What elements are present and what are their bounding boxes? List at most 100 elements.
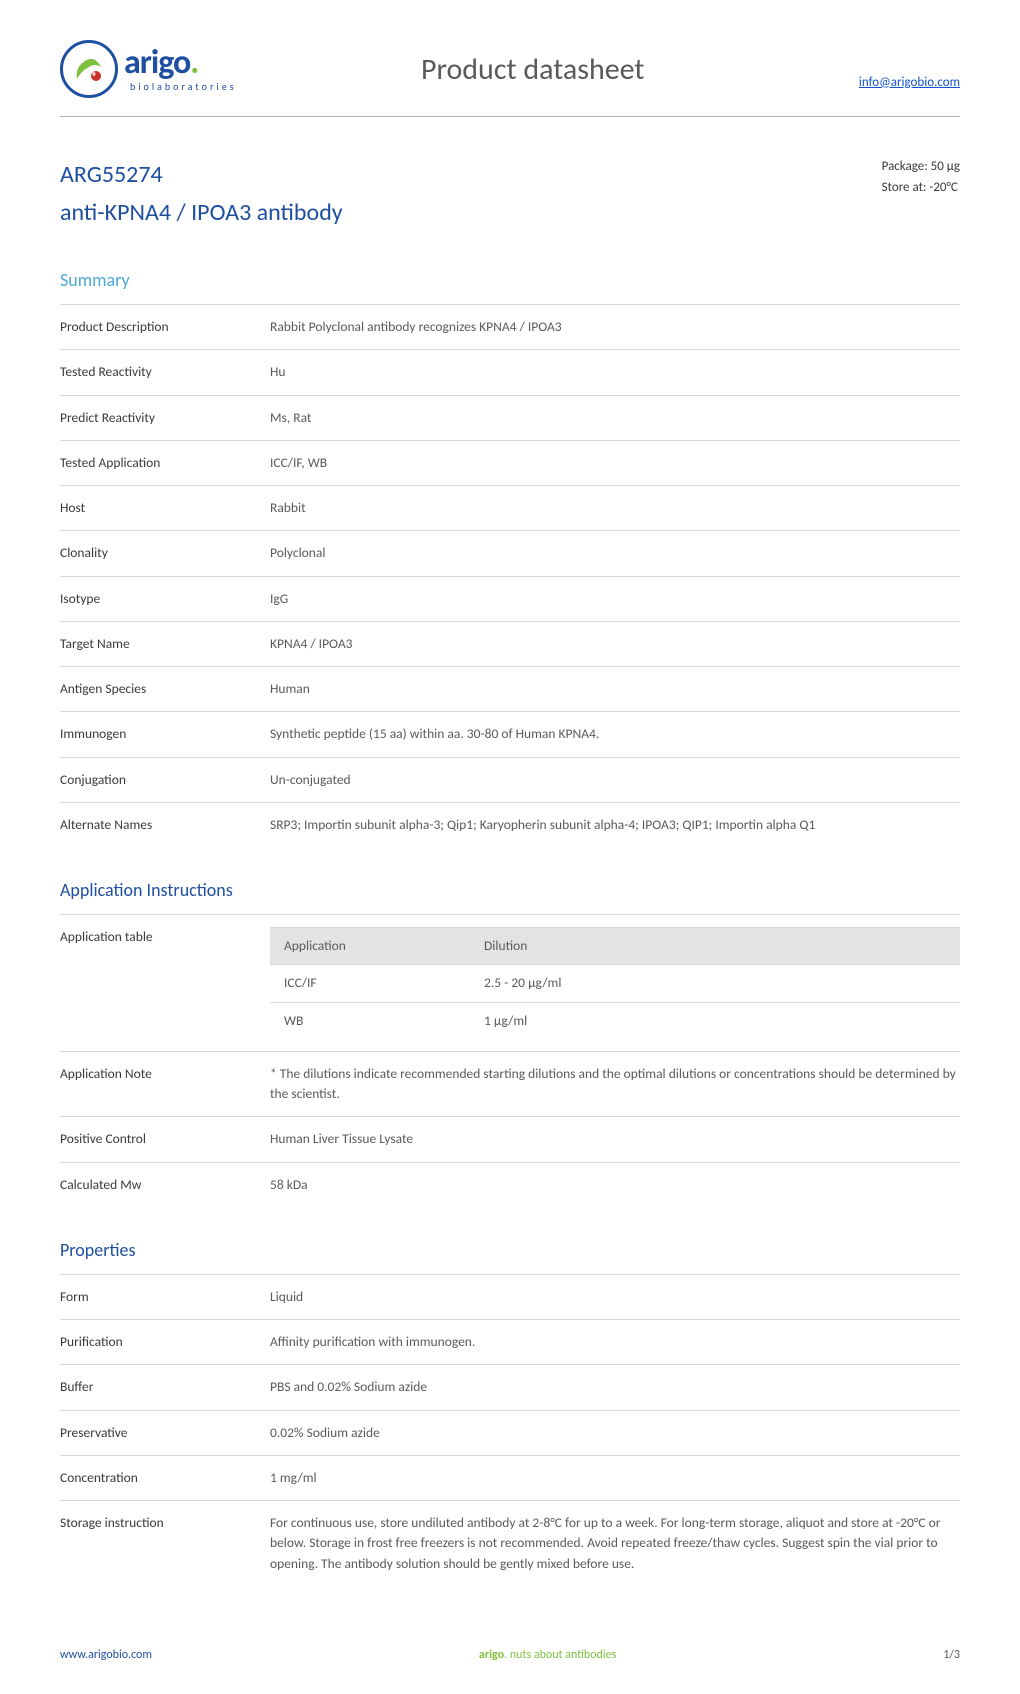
summary-key: Target Name xyxy=(60,621,270,666)
app-inner-row: WB 1 μg/ml xyxy=(270,1002,960,1039)
summary-key: Tested Application xyxy=(60,440,270,485)
calculated-mw-key: Calculated Mw xyxy=(60,1162,270,1207)
summary-key: Clonality xyxy=(60,531,270,576)
application-row: Application Note * The dilutions indicat… xyxy=(60,1051,960,1117)
summary-title: Summary xyxy=(60,267,960,294)
app-inner-cell: 2.5 - 20 μg/ml xyxy=(470,965,960,1002)
summary-key: Alternate Names xyxy=(60,802,270,847)
summary-row: Predict ReactivityMs, Rat xyxy=(60,395,960,440)
summary-val: Un-conjugated xyxy=(270,757,960,802)
footer-url[interactable]: www.arigobio.com xyxy=(60,1646,152,1664)
properties-key: Buffer xyxy=(60,1365,270,1410)
properties-key: Preservative xyxy=(60,1410,270,1455)
top-rule xyxy=(60,116,960,117)
application-table-key: Application table xyxy=(60,915,270,1052)
properties-val: For continuous use, store undiluted anti… xyxy=(270,1501,960,1586)
info-email-link[interactable]: info@arigobio.com xyxy=(859,73,960,93)
summary-row: Product DescriptionRabbit Polyclonal ant… xyxy=(60,305,960,350)
footer-page: 1/3 xyxy=(943,1646,960,1664)
properties-table: FormLiquid PurificationAffinity purifica… xyxy=(60,1274,960,1586)
summary-key: Isotype xyxy=(60,576,270,621)
footer-brand: arigo xyxy=(479,1648,504,1662)
brand-name-text: arigo xyxy=(124,42,190,83)
summary-row: ConjugationUn-conjugated xyxy=(60,757,960,802)
application-row: Positive Control Human Liver Tissue Lysa… xyxy=(60,1117,960,1162)
application-inner-table: Application Dilution ICC/IF 2.5 - 20 μg/… xyxy=(270,927,960,1039)
properties-val: 0.02% Sodium azide xyxy=(270,1410,960,1455)
summary-val: Polyclonal xyxy=(270,531,960,576)
application-note-val: * The dilutions indicate recommended sta… xyxy=(270,1051,960,1117)
properties-row: PurificationAffinity purification with i… xyxy=(60,1320,960,1365)
product-store: Store at: -20°C xyxy=(882,178,960,199)
summary-val: ICC/IF, WB xyxy=(270,440,960,485)
summary-key: Tested Reactivity xyxy=(60,350,270,395)
summary-key: Host xyxy=(60,486,270,531)
properties-row: Storage instructionFor continuous use, s… xyxy=(60,1501,960,1586)
summary-row: ClonalityPolyclonal xyxy=(60,531,960,576)
properties-title: Properties xyxy=(60,1237,960,1264)
application-title: Application Instructions xyxy=(60,877,960,904)
summary-val: Rabbit Polyclonal antibody recognizes KP… xyxy=(270,305,960,350)
product-code: ARG55274 xyxy=(60,157,343,193)
properties-key: Concentration xyxy=(60,1455,270,1500)
summary-val: Synthetic peptide (15 aa) within aa. 30-… xyxy=(270,712,960,757)
application-note-key: Application Note xyxy=(60,1051,270,1117)
summary-val: Hu xyxy=(270,350,960,395)
summary-val: Ms, Rat xyxy=(270,395,960,440)
summary-val: IgG xyxy=(270,576,960,621)
footer: www.arigobio.com arigo. nuts about antib… xyxy=(60,1646,960,1664)
doc-title: Product datasheet xyxy=(207,47,859,92)
logo-svg-icon xyxy=(69,49,109,89)
summary-row: Tested ApplicationICC/IF, WB xyxy=(60,440,960,485)
app-inner-header-dil: Dilution xyxy=(470,928,960,965)
application-section: Application Instructions Application tab… xyxy=(60,877,960,1207)
properties-key: Form xyxy=(60,1274,270,1319)
summary-section: Summary Product DescriptionRabbit Polycl… xyxy=(60,267,960,847)
summary-row: IsotypeIgG xyxy=(60,576,960,621)
header: arigo. biolaboratories Product datasheet… xyxy=(60,40,960,116)
positive-control-key: Positive Control xyxy=(60,1117,270,1162)
properties-row: FormLiquid xyxy=(60,1274,960,1319)
properties-section: Properties FormLiquid PurificationAffini… xyxy=(60,1237,960,1586)
logo-mark-icon xyxy=(60,40,118,98)
brand-dot: . xyxy=(190,42,198,83)
summary-key: Product Description xyxy=(60,305,270,350)
summary-val: Rabbit xyxy=(270,486,960,531)
calculated-mw-val: 58 kDa xyxy=(270,1162,960,1207)
summary-row: ImmunogenSynthetic peptide (15 aa) withi… xyxy=(60,712,960,757)
app-inner-cell: WB xyxy=(270,1002,470,1039)
properties-row: BufferPBS and 0.02% Sodium azide xyxy=(60,1365,960,1410)
application-table-val: Application Dilution ICC/IF 2.5 - 20 μg/… xyxy=(270,915,960,1052)
properties-key: Storage instruction xyxy=(60,1501,270,1586)
properties-val: Liquid xyxy=(270,1274,960,1319)
app-inner-header-row: Application Dilution xyxy=(270,928,960,965)
properties-val: 1 mg/ml xyxy=(270,1455,960,1500)
summary-row: Tested ReactivityHu xyxy=(60,350,960,395)
summary-val: SRP3; Importin subunit alpha-3; Qip1; Ka… xyxy=(270,802,960,847)
product-header: ARG55274 anti-KPNA4 / IPOA3 antibody Pac… xyxy=(60,157,960,231)
summary-key: Immunogen xyxy=(60,712,270,757)
positive-control-val: Human Liver Tissue Lysate xyxy=(270,1117,960,1162)
app-inner-cell: ICC/IF xyxy=(270,965,470,1002)
application-row: Application table Application Dilution I… xyxy=(60,915,960,1052)
footer-tagline-rest: . nuts about antibodies xyxy=(504,1648,616,1662)
product-header-left: ARG55274 anti-KPNA4 / IPOA3 antibody xyxy=(60,157,343,231)
application-table: Application table Application Dilution I… xyxy=(60,914,960,1207)
app-inner-header-app: Application xyxy=(270,928,470,965)
product-package: Package: 50 μg xyxy=(882,157,960,178)
summary-key: Antigen Species xyxy=(60,667,270,712)
app-inner-cell: 1 μg/ml xyxy=(470,1002,960,1039)
summary-val: KPNA4 / IPOA3 xyxy=(270,621,960,666)
properties-row: Concentration1 mg/ml xyxy=(60,1455,960,1500)
application-row: Calculated Mw 58 kDa xyxy=(60,1162,960,1207)
summary-row: Alternate NamesSRP3; Importin subunit al… xyxy=(60,802,960,847)
properties-val: PBS and 0.02% Sodium azide xyxy=(270,1365,960,1410)
properties-row: Preservative0.02% Sodium azide xyxy=(60,1410,960,1455)
summary-row: Antigen SpeciesHuman xyxy=(60,667,960,712)
summary-row: Target NameKPNA4 / IPOA3 xyxy=(60,621,960,666)
summary-val: Human xyxy=(270,667,960,712)
summary-row: HostRabbit xyxy=(60,486,960,531)
summary-table: Product DescriptionRabbit Polyclonal ant… xyxy=(60,304,960,847)
properties-key: Purification xyxy=(60,1320,270,1365)
product-name: anti-KPNA4 / IPOA3 antibody xyxy=(60,195,343,231)
